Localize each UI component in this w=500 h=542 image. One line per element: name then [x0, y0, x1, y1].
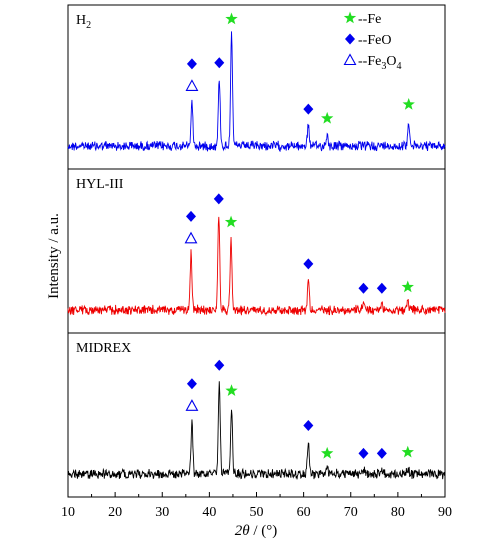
star-marker [225, 384, 238, 396]
star-marker [402, 97, 415, 110]
panel-3: MIDREX [67, 332, 446, 498]
diamond-marker [358, 282, 369, 294]
diamond-marker [303, 420, 314, 432]
legend-diamond-marker [345, 33, 355, 45]
x-tick-label: 30 [155, 505, 169, 520]
panel-label: HYL-III [76, 177, 124, 192]
x-axis: 10 20 30 40 50 60 70 80 90 [61, 492, 452, 520]
legend-label: --FeO [358, 33, 391, 48]
star-marker [224, 215, 238, 228]
diamond-marker [214, 57, 225, 69]
star-marker [401, 445, 414, 458]
x-axis-label: 2θ / (°) [235, 523, 278, 539]
y-axis-label: Intensity / a.u. [46, 213, 62, 299]
panel-label: H2 [76, 13, 91, 31]
triangle-marker [185, 79, 199, 91]
legend-label: --Fe3O4 [358, 54, 401, 72]
panel-1: H2 [67, 4, 446, 170]
x-tick-label: 50 [250, 505, 264, 520]
diamond-marker [214, 359, 225, 371]
legend-label: --Fe [358, 12, 381, 27]
diamond-marker [213, 193, 224, 205]
panel-2: HYL-III [67, 168, 446, 334]
diamond-marker [358, 447, 369, 459]
star-marker [321, 111, 334, 124]
legend: --Fe --FeO --Fe3O4 [343, 11, 401, 72]
x-tick-label: 80 [391, 505, 405, 520]
star-marker [225, 12, 238, 25]
star-marker [321, 446, 334, 459]
diamond-marker [185, 210, 196, 222]
diamond-marker [376, 282, 387, 294]
diamond-marker [303, 258, 314, 270]
triangle-marker [185, 399, 199, 411]
legend-triangle-marker [343, 53, 357, 66]
diamond-marker [186, 58, 197, 70]
pattern-series [67, 216, 446, 317]
diamond-marker [186, 378, 197, 390]
x-tick-label: 90 [438, 505, 452, 520]
pattern-series [67, 31, 446, 152]
x-tick-label: 60 [297, 505, 311, 520]
diamond-marker [376, 447, 387, 459]
star-marker [401, 280, 414, 293]
x-axis-label-unit: / (°) [250, 523, 278, 539]
x-tick-label: 40 [202, 505, 216, 520]
x-tick-label: 10 [61, 505, 75, 520]
x-tick-label: 70 [344, 505, 358, 520]
panels-layer: H2 HYL-III MIDREX [67, 4, 446, 498]
x-axis-label-symbol: 2θ [235, 523, 251, 539]
diamond-marker [303, 103, 314, 115]
triangle-marker [184, 231, 198, 244]
panel-frame [67, 168, 446, 334]
legend-star-marker [343, 11, 357, 24]
pattern-series [67, 381, 446, 480]
panel-label: MIDREX [76, 341, 131, 356]
x-tick-label: 20 [108, 505, 122, 520]
